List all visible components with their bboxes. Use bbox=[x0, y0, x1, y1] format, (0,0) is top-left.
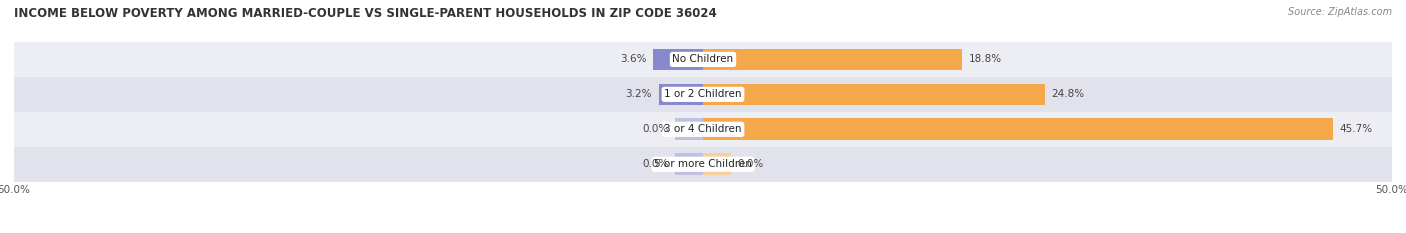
Text: Source: ZipAtlas.com: Source: ZipAtlas.com bbox=[1288, 7, 1392, 17]
Bar bbox=[703, 118, 1333, 140]
Bar bbox=[659, 84, 703, 105]
Text: 3 or 4 Children: 3 or 4 Children bbox=[664, 124, 742, 134]
Bar bbox=[675, 154, 703, 175]
Bar bbox=[703, 154, 731, 175]
Text: 3.2%: 3.2% bbox=[626, 89, 652, 99]
Text: 18.8%: 18.8% bbox=[969, 55, 1002, 64]
Text: 0.0%: 0.0% bbox=[738, 159, 763, 169]
Text: 0.0%: 0.0% bbox=[643, 124, 669, 134]
Bar bbox=[675, 118, 703, 140]
Bar bbox=[654, 49, 703, 70]
Text: INCOME BELOW POVERTY AMONG MARRIED-COUPLE VS SINGLE-PARENT HOUSEHOLDS IN ZIP COD: INCOME BELOW POVERTY AMONG MARRIED-COUPL… bbox=[14, 7, 717, 20]
Bar bbox=[14, 42, 1392, 77]
Text: 24.8%: 24.8% bbox=[1052, 89, 1084, 99]
Bar bbox=[14, 147, 1392, 182]
Bar bbox=[14, 112, 1392, 147]
Text: 3.6%: 3.6% bbox=[620, 55, 647, 64]
Bar bbox=[14, 77, 1392, 112]
Text: 0.0%: 0.0% bbox=[643, 159, 669, 169]
Text: 45.7%: 45.7% bbox=[1340, 124, 1372, 134]
Bar bbox=[703, 84, 1045, 105]
Bar bbox=[703, 49, 962, 70]
Text: 5 or more Children: 5 or more Children bbox=[654, 159, 752, 169]
Text: 1 or 2 Children: 1 or 2 Children bbox=[664, 89, 742, 99]
Text: No Children: No Children bbox=[672, 55, 734, 64]
